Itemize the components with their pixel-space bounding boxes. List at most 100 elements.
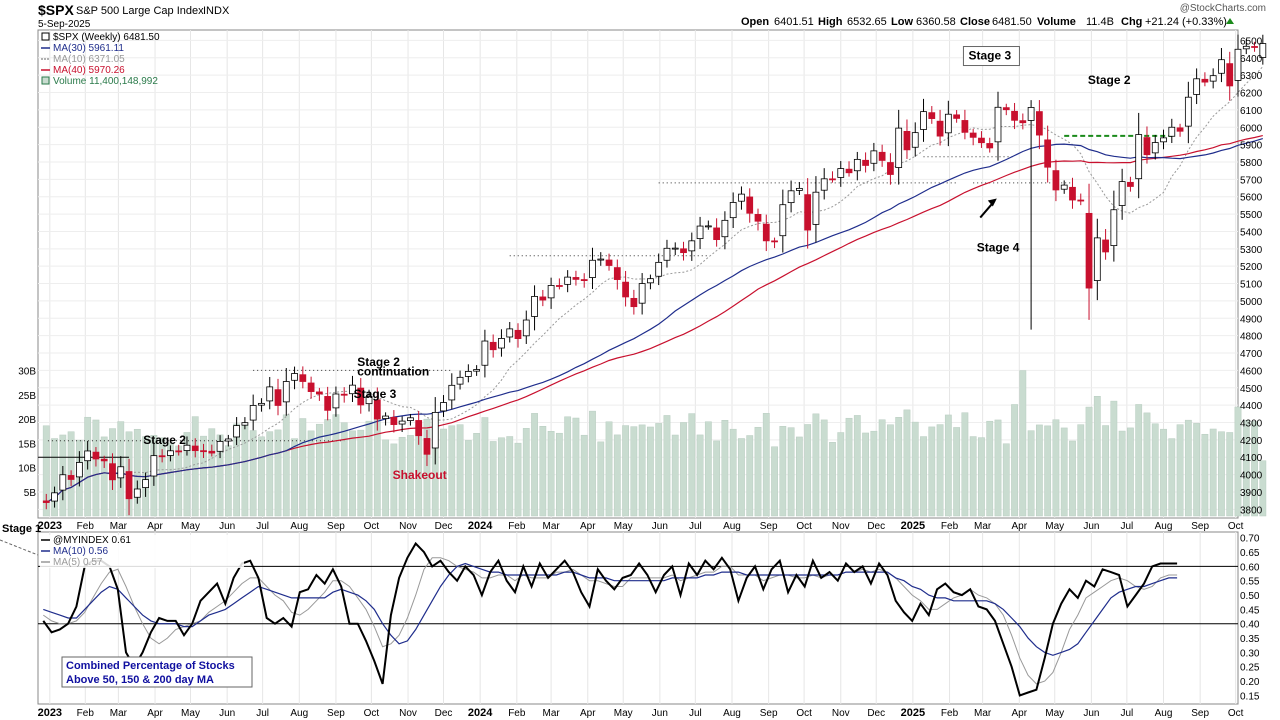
indicator-x-tick-label: Mar: [974, 708, 992, 719]
volume-bar: [249, 430, 257, 517]
price-tick-label: 3900: [1240, 488, 1263, 499]
volume-bar: [547, 431, 555, 517]
indicator-x-tick-label: Dec: [435, 708, 453, 719]
symbol: $SPX: [38, 2, 74, 18]
legend-swatch: [41, 76, 50, 85]
price-tick-label: 5100: [1240, 280, 1263, 291]
volume-bar: [613, 434, 621, 517]
candle: [299, 374, 307, 382]
candle: [274, 389, 282, 406]
volume-bar: [944, 414, 952, 517]
candle: [464, 371, 472, 377]
volume-bar: [713, 440, 721, 517]
candle: [1110, 209, 1118, 247]
annotation-label: Stage 2: [357, 355, 400, 369]
x-tick-label: Feb: [77, 521, 95, 532]
candle: [291, 373, 298, 381]
candle: [1209, 75, 1217, 82]
volume-bar: [1184, 419, 1192, 517]
exchange: INDX: [203, 5, 230, 17]
indicator-x-tick-label: Apr: [147, 708, 163, 719]
indicator-lines: [42, 541, 1178, 697]
candle: [853, 158, 861, 172]
price-tick-label: 3800: [1240, 505, 1263, 516]
volume-bar: [1019, 370, 1027, 517]
candle: [787, 190, 795, 204]
candle: [390, 416, 398, 425]
low-label: Low: [891, 16, 913, 28]
candle: [1168, 126, 1176, 137]
x-tick-label: Dec: [867, 521, 885, 532]
x-tick-label: Apr: [580, 521, 596, 532]
volume-bar: [224, 445, 232, 517]
x-tick-label: Jul: [1120, 521, 1133, 532]
indicator-x-tick-label: Dec: [867, 708, 885, 719]
price-tick-label: 6400: [1240, 54, 1263, 65]
volume-bar: [845, 417, 853, 517]
volume-bar: [183, 432, 191, 517]
x-tick-label: Oct: [1228, 521, 1244, 532]
candle: [647, 278, 654, 284]
volume-bar: [1209, 428, 1217, 517]
candle: [870, 150, 878, 164]
volume-bar: [663, 415, 671, 517]
volume-bar: [382, 439, 389, 517]
candle: [622, 281, 629, 298]
indicator-x-tick-label: Aug: [723, 708, 741, 719]
candle: [183, 444, 191, 451]
volume-bar: [1118, 430, 1126, 517]
candle: [76, 462, 83, 478]
indicator-x-tick-label: May: [614, 708, 633, 719]
candle: [547, 285, 555, 299]
indicator-x-tick-label: May: [181, 708, 200, 719]
volume-bar: [1085, 406, 1093, 517]
indicator-legend-label: MA(5) 0.57: [53, 557, 103, 568]
volume-bar: [688, 413, 696, 517]
volume-bar: [862, 432, 869, 517]
volume-bar: [920, 436, 927, 517]
candle: [688, 240, 696, 252]
candle: [307, 382, 315, 392]
volume-bar: [870, 430, 878, 517]
volume-bar: [241, 424, 249, 517]
volume-bar: [721, 420, 729, 517]
volume-bar: [630, 426, 638, 517]
candle: [200, 450, 207, 453]
candle: [928, 112, 936, 119]
candle: [1085, 212, 1093, 289]
candle: [729, 202, 737, 219]
time-axis: 2023 Feb Mar Apr May Jun Jul Aug Sep Oct Nov Dec 202…: [38, 520, 1244, 532]
candle: [514, 329, 522, 340]
candle: [340, 393, 348, 396]
x-tick-label: Apr: [1011, 521, 1027, 532]
price-tick-label: 5400: [1240, 227, 1263, 238]
candle: [994, 106, 1002, 143]
chart-header: $SPX S&P 500 Large Cap Index INDX 5-Sep-…: [38, 2, 1266, 30]
volume-tick-label: 15B: [18, 439, 36, 450]
candle: [655, 261, 663, 277]
candle: [109, 463, 116, 481]
indicator-x-tick-label: Jun: [1083, 708, 1099, 719]
x-tick-label: May: [1045, 521, 1064, 532]
candle: [1251, 46, 1258, 48]
candle: [1218, 59, 1225, 74]
candle: [1193, 78, 1200, 95]
indicator-tick-label: 0.60: [1240, 562, 1260, 573]
price-tick-label: 6000: [1240, 123, 1263, 134]
indicator-tick-label: 0.70: [1240, 534, 1260, 545]
volume-bar: [1176, 424, 1184, 517]
candle: [315, 391, 323, 395]
volume-bar: [42, 425, 50, 517]
candle: [332, 393, 340, 409]
volume-bar: [572, 417, 580, 517]
candle: [407, 417, 414, 421]
candle: [605, 259, 613, 266]
indicator-tick-label: 0.15: [1240, 691, 1260, 702]
indicator-tick-label: 0.25: [1240, 663, 1260, 674]
candle: [100, 458, 108, 462]
volume-value: 11.4B: [1086, 16, 1114, 28]
price-tick-label: 6200: [1240, 89, 1263, 100]
volume-bar: [1069, 440, 1076, 517]
volume-bar: [696, 434, 704, 517]
candle: [1019, 120, 1027, 124]
